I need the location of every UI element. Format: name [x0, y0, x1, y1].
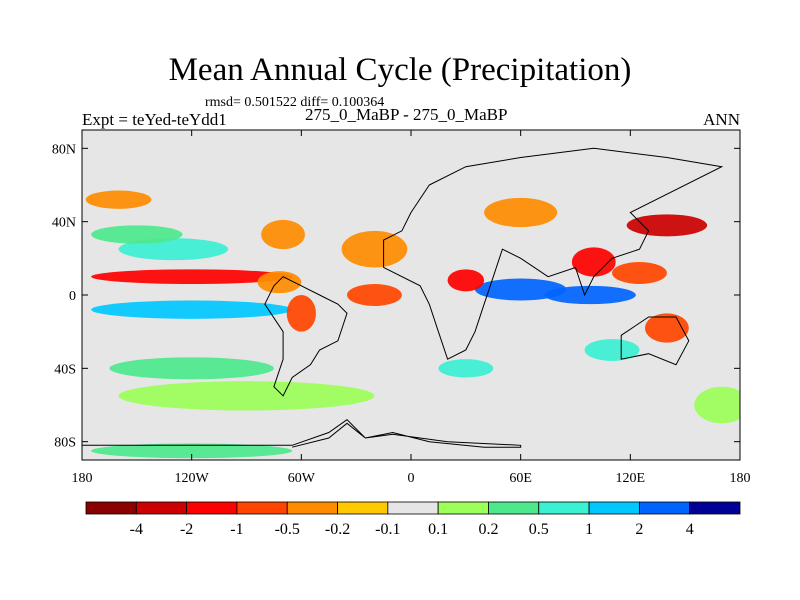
colorbar-label-0: -4: [130, 521, 143, 538]
field-anomaly-7: [341, 230, 408, 268]
coastline-antarctica: [82, 419, 522, 448]
field-anomaly-2: [118, 238, 229, 261]
field-group: [82, 147, 740, 459]
x-tick-label-5: 120E: [616, 471, 646, 486]
field-anomaly-22: [438, 359, 494, 378]
field-anomaly-12: [571, 247, 616, 277]
y-tick-label-3: 40S: [54, 362, 76, 377]
field-anomaly-13: [612, 262, 667, 284]
field-anomaly-10: [544, 285, 636, 305]
colorbar-box-0: [85, 501, 137, 515]
colorbar-box-3: [236, 501, 288, 515]
field-anomaly-23: [694, 386, 740, 424]
season-label: ANN: [703, 110, 740, 129]
colorbar-box-12: [689, 501, 741, 515]
coastline-australia: [620, 316, 690, 366]
colorbar-label-3: -0.5: [275, 521, 300, 538]
field-anomaly-17: [109, 357, 274, 380]
experiment-label: Expt = teYed-teYdd1: [82, 110, 227, 129]
field-anomaly-14: [447, 269, 485, 292]
colorbar-box-4: [286, 501, 338, 515]
colorbar-label-7: 0.2: [478, 521, 498, 538]
field-anomaly-20: [484, 197, 558, 228]
x-tick-label-3: 0: [408, 471, 415, 486]
period-label: 275_0_MaBP - 275_0_MaBP: [305, 105, 508, 124]
colorbar-box-7: [437, 501, 489, 515]
stats-line: rmsd= 0.501522 diff= 0.100364: [205, 95, 385, 110]
field-anomaly-21: [85, 190, 152, 209]
colorbar-label-10: 2: [635, 521, 643, 538]
colorbar-label-8: 0.5: [529, 521, 549, 538]
field-anomaly-9: [474, 278, 567, 301]
coastline-eurasia-africa: [383, 147, 724, 360]
field-anomaly-8: [347, 284, 402, 306]
x-tick-label-6: 180: [730, 471, 751, 486]
colorbar-label-11: 4: [686, 521, 694, 538]
y-tick-label-4: 80S: [54, 436, 76, 451]
coastline-americas: [264, 276, 348, 397]
x-tick-label-0: 180: [72, 471, 93, 486]
colorbar-label-2: -1: [230, 521, 243, 538]
field-anomaly-18: [118, 381, 375, 411]
colorbar-label-6: 0.1: [428, 521, 448, 538]
y-tick-label-0: 80N: [52, 142, 76, 157]
colorbar-label-5: -0.1: [375, 521, 400, 538]
field-anomaly-3: [91, 225, 183, 244]
field-anomaly-19: [91, 443, 293, 459]
colorbar-box-1: [135, 501, 188, 515]
colorbar-box-11: [638, 501, 691, 515]
field-anomaly-0: [91, 269, 293, 284]
field-anomaly-11: [626, 214, 708, 237]
x-tick-label-2: 60W: [288, 471, 316, 486]
x-tick-label-1: 120W: [175, 471, 210, 486]
field-anomaly-1: [91, 300, 293, 319]
y-tick-label-1: 40N: [52, 216, 76, 231]
colorbar-label-9: 1: [585, 521, 593, 538]
field-anomaly-6: [286, 295, 316, 332]
colorbar-box-6: [387, 501, 439, 515]
field-anomaly-5: [257, 271, 302, 294]
field-anomaly-16: [584, 339, 640, 361]
colorbar-box-9: [538, 501, 590, 515]
colorbar-box-10: [588, 501, 640, 515]
x-tick-label-4: 60E: [509, 471, 532, 486]
colorbar-box-8: [488, 501, 540, 515]
field-anomaly-4: [261, 219, 305, 250]
colorbar-box-5: [337, 501, 389, 515]
colorbar-label-4: -0.2: [325, 521, 350, 538]
colorbar-box-2: [186, 501, 238, 515]
chart-title: Mean Annual Cycle (Precipitation): [168, 52, 632, 88]
colorbar-label-1: -2: [180, 521, 193, 538]
plot-background: [82, 130, 740, 460]
y-tick-label-2: 0: [69, 289, 76, 304]
